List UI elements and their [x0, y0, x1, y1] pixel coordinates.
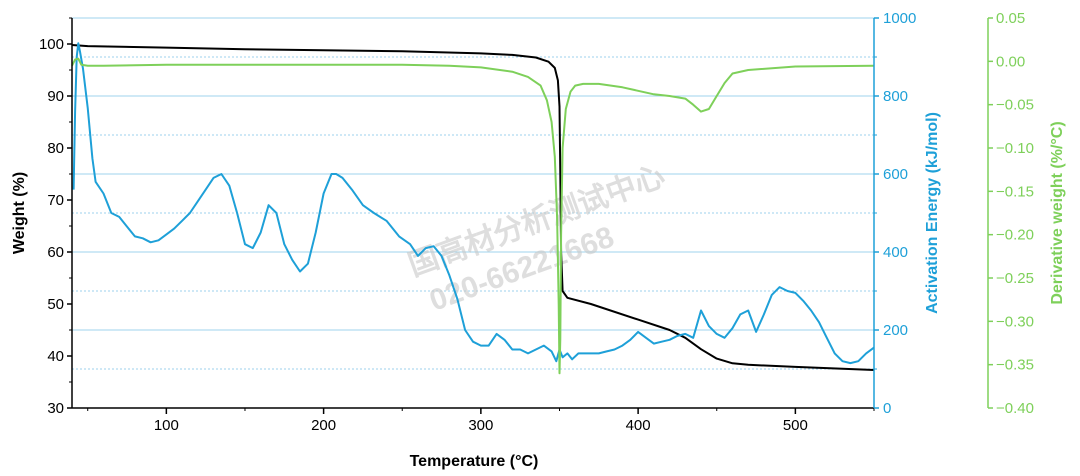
axes — [67, 17, 993, 414]
series-line-derivative — [71, 57, 875, 375]
derivative-tick-label: −0.25 — [996, 270, 1034, 287]
derivative-tick-label: 0.00 — [996, 53, 1025, 70]
left-tick-label: 90 — [47, 88, 64, 105]
left-tick-label: 40 — [47, 348, 64, 365]
activation-axis-title: Activation Energy (kJ/mol) — [924, 112, 941, 314]
series-line-activation — [72, 42, 875, 365]
x-axis-title: Temperature (°C) — [410, 453, 539, 470]
watermark: 国高材分析测试中心 020-66221668 — [404, 159, 669, 317]
derivative-tick-label: −0.30 — [996, 313, 1034, 330]
derivative-tick-label: −0.35 — [996, 357, 1034, 374]
activation-tick-label: 400 — [883, 244, 908, 261]
left-tick-label: 50 — [47, 296, 64, 313]
series-line-weight — [71, 44, 875, 371]
left-tick-label: 30 — [47, 400, 64, 417]
bottom-tick-label: 200 — [311, 417, 336, 434]
bottom-tick-label: 100 — [154, 417, 179, 434]
derivative-tick-label: −0.05 — [996, 97, 1034, 114]
left-tick-label: 100 — [39, 36, 64, 53]
derivative-axis-title: Derivative weight (%/°C) — [1049, 121, 1066, 304]
series-lines — [71, 42, 875, 375]
bottom-tick-label: 500 — [783, 417, 808, 434]
tick-labels: 30 40 50 60 70 80 90 100 100 200 300 400 500 0 200 400 6… — [39, 10, 1034, 434]
bottom-tick-label: 300 — [468, 417, 493, 434]
activation-tick-label: 800 — [883, 88, 908, 105]
grid-lines — [72, 17, 874, 370]
left-tick-label: 60 — [47, 244, 64, 261]
derivative-tick-label: −0.40 — [996, 400, 1034, 417]
derivative-tick-label: −0.15 — [996, 183, 1034, 200]
left-tick-label: 70 — [47, 192, 64, 209]
left-tick-label: 80 — [47, 140, 64, 157]
axis-titles: Temperature (°C) Weight (%) Activation E… — [11, 112, 1066, 470]
activation-tick-label: 0 — [883, 400, 891, 417]
derivative-tick-label: 0.05 — [996, 10, 1025, 27]
activation-tick-label: 1000 — [883, 10, 916, 27]
derivative-tick-label: −0.20 — [996, 227, 1034, 244]
activation-tick-label: 600 — [883, 166, 908, 183]
derivative-tick-label: −0.10 — [996, 140, 1034, 157]
activation-tick-label: 200 — [883, 322, 908, 339]
bottom-tick-label: 400 — [626, 417, 651, 434]
left-axis-title: Weight (%) — [11, 172, 28, 254]
